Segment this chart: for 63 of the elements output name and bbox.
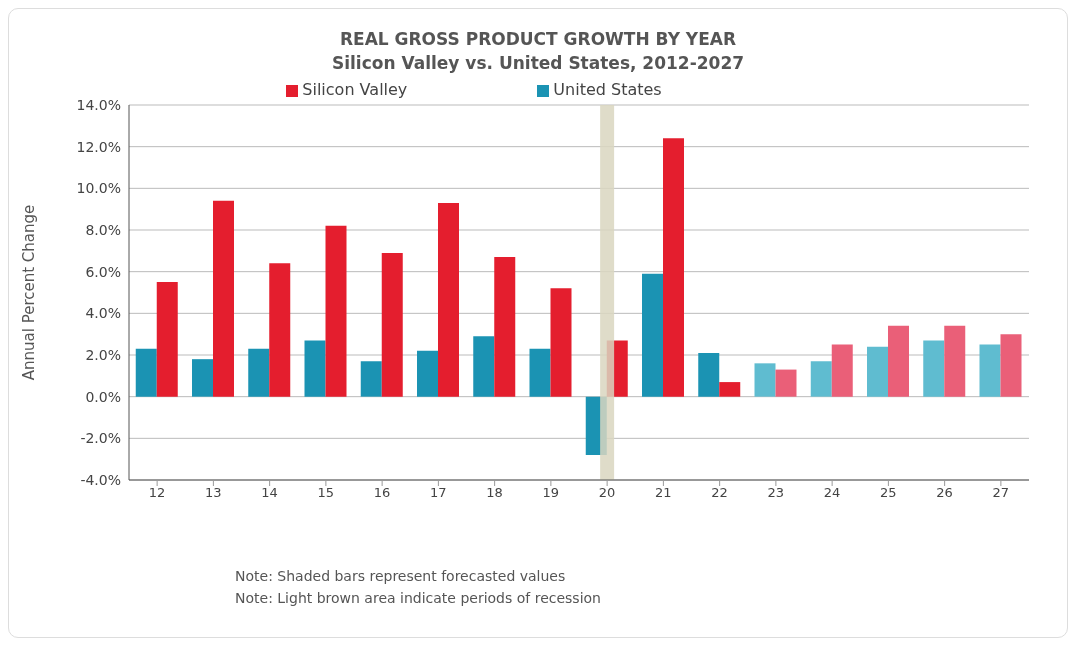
bar: [642, 273, 663, 397]
chart-subtitle: Silicon Valley vs. United States, 2012-2027: [330, 52, 746, 75]
bar: [304, 340, 326, 397]
bar: [831, 344, 853, 397]
y-tick-label: 14.0%: [76, 96, 121, 113]
bar: [754, 363, 776, 397]
chart-title: REAL GROSS PRODUCT GROWTH BY YEAR: [338, 28, 738, 51]
bar: [248, 348, 270, 397]
bar: [775, 369, 797, 397]
bar: [360, 361, 382, 397]
x-tick-label: 14: [261, 485, 278, 501]
bar: [923, 340, 945, 397]
bar: [810, 361, 832, 397]
bar: [213, 200, 234, 397]
x-tick-label: 20: [598, 485, 616, 501]
x-tick-label: 18: [486, 485, 503, 501]
bar: [550, 288, 572, 397]
y-tick-label: 6.0%: [85, 263, 121, 280]
bar: [663, 138, 684, 397]
bar: [944, 325, 966, 397]
y-axis-title: Annual Percent Change: [20, 204, 39, 381]
bar: [438, 202, 459, 397]
y-tick-label: 8.0%: [85, 221, 121, 238]
bar: [719, 382, 741, 397]
x-tick-label: 12: [148, 485, 166, 501]
x-tick-label: 16: [373, 485, 391, 501]
x-tick-label: 26: [936, 485, 953, 501]
y-tick-label: -2.0%: [80, 430, 121, 447]
bar: [135, 348, 157, 397]
x-tick-label: 22: [711, 485, 728, 501]
x-tick-label: 15: [317, 485, 335, 501]
x-tick-label: 17: [430, 485, 447, 501]
bar: [192, 359, 213, 397]
bar: [867, 346, 888, 397]
bar: [269, 263, 291, 397]
bar: [325, 225, 347, 397]
bar: [1000, 334, 1022, 397]
x-tick-label: 24: [823, 485, 841, 501]
bar: [156, 282, 178, 397]
text: Note: Shaded bars represent forecasted values: [235, 567, 567, 586]
bar: [979, 344, 1001, 397]
x-tick-label: 13: [205, 485, 222, 501]
x-tick-label: 27: [992, 485, 1010, 501]
x-tick-label: 21: [655, 485, 672, 501]
x-tick-label: 23: [767, 485, 785, 501]
x-tick-label: 19: [542, 485, 560, 501]
y-tick-label: 12.0%: [76, 138, 121, 155]
bar: [529, 348, 551, 397]
y-tick-label: 0.0%: [85, 388, 121, 405]
y-tick-label: 10.0%: [76, 180, 121, 197]
x-tick-label: 25: [880, 485, 897, 501]
legend-label: United States: [553, 80, 662, 99]
y-tick-label: -4.0%: [80, 471, 121, 488]
legend-label: Silicon Valley: [302, 80, 408, 99]
bar: [417, 350, 438, 397]
bar: [381, 252, 403, 397]
bar: [494, 257, 516, 397]
text: Note: Light brown area indicate periods of recession: [235, 589, 602, 608]
bar: [888, 325, 909, 397]
bar: [473, 336, 495, 397]
y-tick-label: 2.0%: [85, 346, 121, 363]
bar: [698, 352, 720, 397]
y-tick-label: 4.0%: [85, 305, 121, 322]
